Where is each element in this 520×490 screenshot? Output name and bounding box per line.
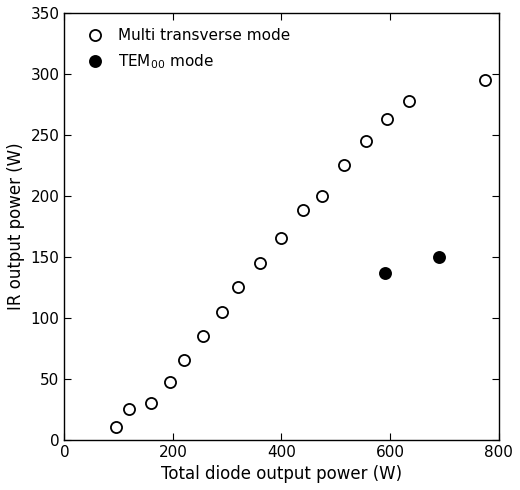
Line: TEM$_{00}$ mode: TEM$_{00}$ mode (379, 251, 445, 278)
Multi transverse mode (218, 309, 225, 315)
TEM$_{00}$ mode (436, 254, 442, 260)
Multi transverse mode (167, 379, 173, 385)
Multi transverse mode (278, 236, 284, 242)
Line: Multi transverse mode: Multi transverse mode (110, 74, 490, 433)
TEM$_{00}$ mode (382, 270, 388, 275)
Multi transverse mode (406, 98, 412, 104)
Multi transverse mode (319, 193, 326, 199)
Multi transverse mode (300, 207, 306, 213)
Multi transverse mode (180, 358, 187, 364)
X-axis label: Total diode output power (W): Total diode output power (W) (161, 465, 402, 483)
Y-axis label: IR output power (W): IR output power (W) (7, 143, 25, 310)
Multi transverse mode (126, 406, 133, 412)
Multi transverse mode (235, 284, 241, 290)
Multi transverse mode (200, 333, 206, 339)
Multi transverse mode (482, 77, 488, 83)
Multi transverse mode (113, 424, 119, 430)
Multi transverse mode (362, 138, 369, 144)
Multi transverse mode (341, 162, 347, 168)
Multi transverse mode (257, 260, 263, 266)
Legend: Multi transverse mode, TEM$_{00}$ mode: Multi transverse mode, TEM$_{00}$ mode (72, 21, 298, 79)
Multi transverse mode (384, 116, 391, 122)
Multi transverse mode (148, 400, 154, 406)
